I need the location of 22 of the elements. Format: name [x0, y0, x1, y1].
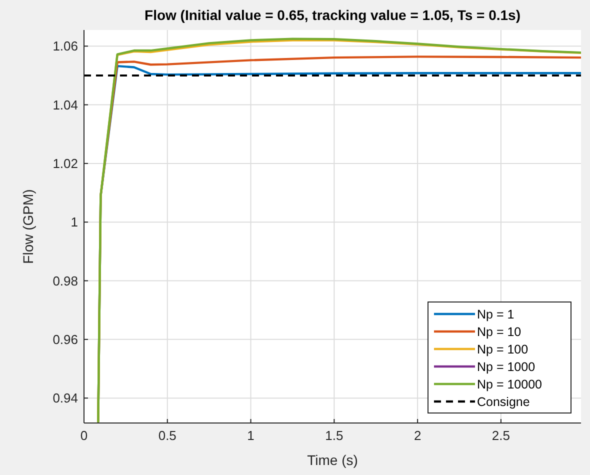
y-axis-title: Flow (GPM): [20, 189, 36, 264]
y-tick-label: 0.94: [52, 390, 78, 406]
legend-label: Consigne: [477, 394, 530, 409]
legend-label: Np = 10: [477, 324, 522, 339]
y-tick-label: 0.98: [52, 273, 78, 288]
legend-label: Np = 1: [477, 307, 514, 322]
x-tick-label: 2: [414, 428, 422, 443]
chart-title: Flow (Initial value = 0.65, tracking value = 1.05, Ts = 0.1s): [144, 7, 520, 23]
legend-label: Np = 10000: [477, 377, 542, 392]
y-tick-label: 1.06: [52, 38, 78, 54]
x-tick-label: 0: [80, 428, 88, 443]
y-tick-label: 1.02: [52, 156, 78, 171]
y-tick-label: 1.04: [52, 97, 78, 112]
x-tick-label: 1.5: [325, 428, 344, 443]
legend-label: Np = 1000: [477, 360, 536, 374]
y-tick-label: 0.96: [52, 332, 78, 347]
x-tick-label: 2.5: [492, 428, 510, 443]
x-tick-label: 1: [247, 428, 254, 443]
y-tick-label: 1: [70, 214, 78, 230]
legend-label: Np = 100: [477, 342, 528, 356]
x-axis-title: Time (s): [307, 452, 358, 468]
x-tick-label: 0.5: [158, 428, 176, 443]
